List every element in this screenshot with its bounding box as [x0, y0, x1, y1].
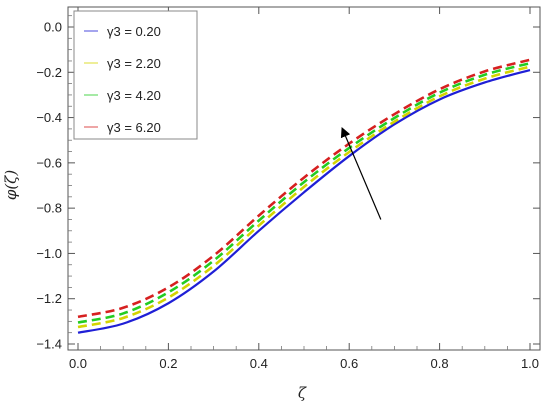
x-tick-label: 0.6: [340, 356, 358, 371]
x-tick-label: 0.8: [431, 356, 449, 371]
y-tick-label: 0.0: [44, 20, 62, 35]
series-line-2: [77, 65, 531, 329]
series-line-3: [77, 61, 531, 324]
x-tick-label: 1.0: [521, 356, 539, 371]
y-tick-label: −1.4: [36, 337, 62, 352]
legend: γ3 = 0.20 γ3 = 2.20 γ3 = 4.20 γ3 = 6.20: [73, 10, 198, 140]
annotation-layer: [340, 127, 382, 220]
legend-label: γ3 = 6.20: [107, 120, 161, 135]
y-tick-label: −0.4: [36, 110, 62, 125]
x-axis-label: ζ: [298, 384, 307, 402]
y-axis-label: φ(ζ): [2, 170, 20, 200]
legend-label: γ3 = 2.20: [107, 56, 161, 71]
legend-box: [73, 10, 198, 140]
series-line-4: [77, 58, 531, 319]
x-tick-label: 0.4: [250, 356, 268, 371]
y-tick-label: −0.2: [36, 65, 62, 80]
trend-arrow: [340, 127, 382, 220]
x-tick-label: 0.0: [69, 356, 87, 371]
y-tick-label: −0.8: [36, 201, 62, 216]
axis-ticks: 0.0 0.2 0.4 0.6 0.8 1.0 −1.4 −1.2 −1.0 −0.8 −0.6 −0…: [36, 7, 540, 371]
legend-label: γ3 = 4.20: [107, 88, 161, 103]
y-tick-label: −0.6: [36, 155, 62, 170]
legend-label: γ3 = 0.20: [107, 24, 161, 39]
series-line-1: [77, 68, 531, 334]
series-layer: [77, 58, 531, 334]
y-tick-label: −1.2: [36, 291, 62, 306]
y-tick-label: −1.0: [36, 246, 62, 261]
x-tick-label: 0.2: [159, 356, 177, 371]
